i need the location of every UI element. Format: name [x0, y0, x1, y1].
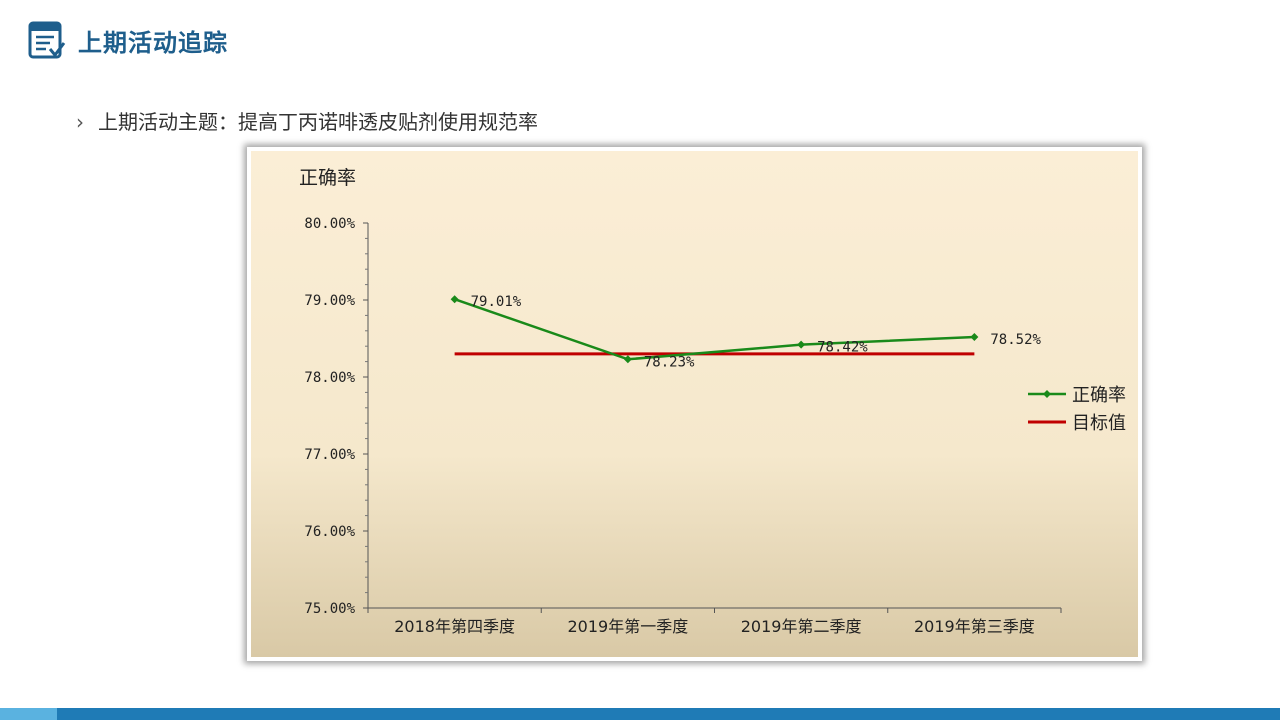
x-tick-label: 2019年第三季度: [914, 617, 1035, 636]
data-label: 79.01%: [471, 294, 522, 310]
activity-topic: › 上期活动主题：提高丁丙诺啡透皮贴剂使用规范率: [76, 106, 538, 135]
footer-bar: [0, 708, 1280, 720]
legend-target-label: 目标值: [1072, 413, 1126, 434]
y-axis-title: 正确率: [299, 167, 356, 189]
accuracy-point: [450, 295, 459, 304]
y-tick-label: 75.00%: [304, 601, 355, 617]
x-tick-label: 2018年第四季度: [394, 617, 515, 636]
accuracy-point: [797, 340, 806, 349]
x-tick-label: 2019年第二季度: [741, 617, 862, 636]
y-tick-label: 78.00%: [304, 370, 355, 386]
y-tick-label: 77.00%: [304, 447, 355, 463]
page-title: 上期活动追踪: [78, 28, 228, 57]
accuracy-line: [454, 298, 975, 361]
x-tick-label: 2019年第一季度: [568, 617, 689, 636]
footer-accent: [0, 708, 57, 720]
accuracy-line-chart: 正确率 75.00% 76.00% 77.00% 78.00% 79.00% 80.00%…: [251, 151, 1138, 657]
bullet-arrow: ›: [76, 110, 84, 134]
activity-topic-text: 上期活动主题：提高丁丙诺啡透皮贴剂使用规范率: [98, 110, 538, 134]
accuracy-point: [623, 355, 632, 364]
y-tick-label: 79.00%: [304, 293, 355, 309]
legend-accuracy-marker: [1043, 390, 1051, 398]
accuracy-point: [970, 332, 979, 341]
slide-header: 上期活动追踪: [28, 20, 228, 60]
chart-frame: 正确率 75.00% 76.00% 77.00% 78.00% 79.00% 80.00%…: [247, 147, 1142, 661]
chart-background: [251, 151, 1138, 657]
y-tick-label: 76.00%: [304, 524, 355, 540]
y-tick-label: 80.00%: [304, 216, 355, 232]
legend-accuracy-label: 正确率: [1072, 385, 1126, 406]
checklist-icon: [28, 21, 66, 59]
data-label: 78.52%: [990, 332, 1041, 348]
data-label: 78.23%: [644, 354, 695, 370]
data-label: 78.42%: [817, 340, 868, 356]
